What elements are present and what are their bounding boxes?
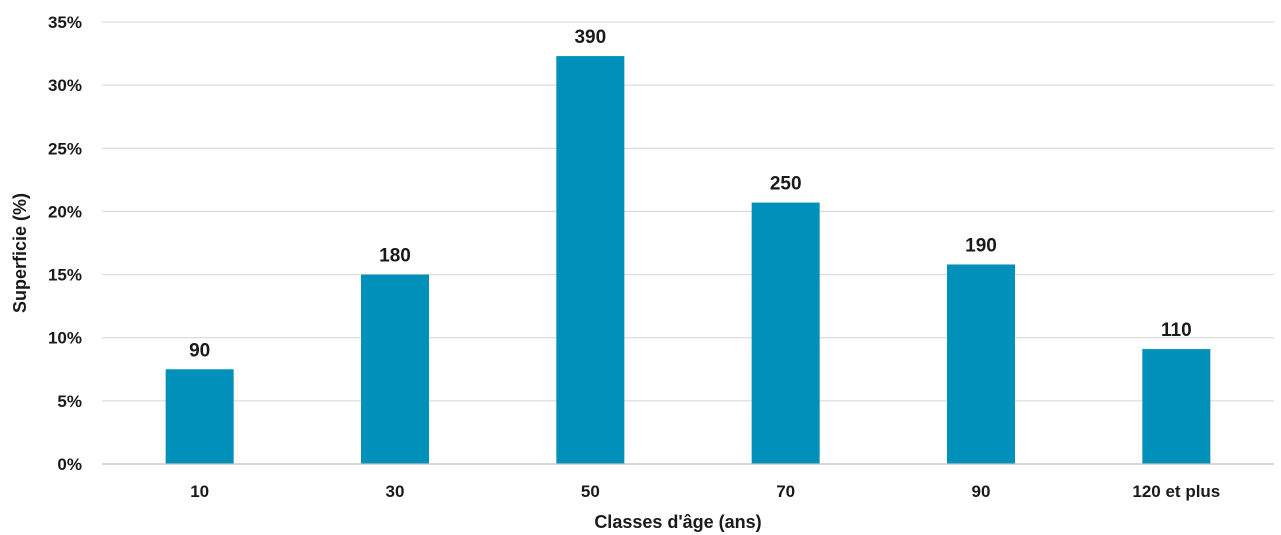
data-label: 90 (189, 340, 210, 361)
data-labels: 90 180 390 250 190 110 (189, 27, 1192, 361)
y-axis-title: Superficie (%) (10, 193, 30, 313)
data-label: 180 (379, 246, 411, 267)
x-tick-label: 30 (386, 482, 405, 501)
x-axis-title: Classes d'âge (ans) (594, 512, 761, 532)
gridlines (102, 21, 1274, 402)
x-tick-label: 70 (776, 482, 795, 501)
data-label: 190 (965, 235, 997, 256)
data-label: 110 (1161, 320, 1192, 341)
bar (165, 369, 234, 464)
y-tick-label: 25% (48, 139, 82, 158)
y-tick-label: 20% (48, 202, 82, 221)
bars (165, 56, 1211, 465)
data-label: 250 (770, 174, 802, 195)
x-tick-label: 10 (190, 482, 209, 501)
bar (1142, 349, 1211, 464)
data-label: 390 (574, 27, 606, 48)
bar (751, 202, 820, 465)
y-tick-label: 35% (48, 13, 82, 32)
x-tick-label: 90 (972, 482, 991, 501)
y-tick-label: 0% (57, 455, 82, 474)
x-axis-ticks: 10 30 50 70 90 120 et plus (190, 482, 1220, 501)
y-tick-label: 30% (48, 76, 82, 95)
y-tick-label: 15% (48, 266, 82, 285)
bar (556, 56, 625, 465)
y-axis-ticks: 0% 5% 10% 15% 20% 25% 30% 35% (48, 13, 82, 474)
x-tick-label: 50 (581, 482, 600, 501)
bar (947, 264, 1015, 464)
y-tick-label: 10% (48, 329, 82, 348)
bar (361, 274, 429, 464)
y-tick-label: 5% (57, 392, 82, 411)
x-tick-label: 120 et plus (1132, 482, 1220, 501)
